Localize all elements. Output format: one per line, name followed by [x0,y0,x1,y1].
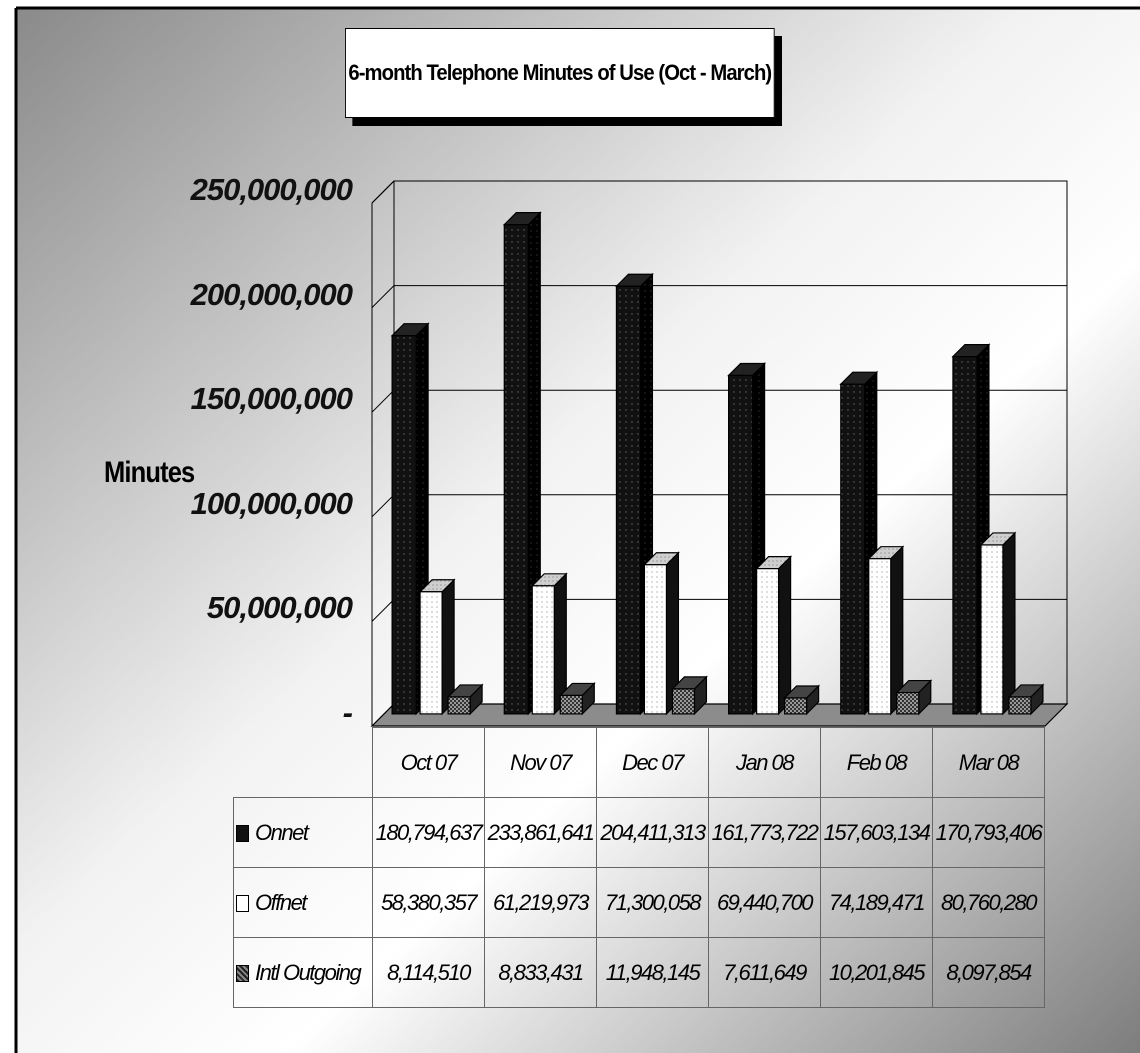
table-row-offnet: Offnet 58,380,357 61,219,973 71,300,058 … [233,867,1045,938]
y-tick-label: 250,000,000 [190,172,353,207]
y-axis-label: Minutes [104,456,195,489]
data-label: 58,380,357 [372,867,485,938]
data-label: 157,603,134 [820,797,933,868]
data-table: Oct 07 Nov 07 Dec 07 Jan 08 Feb 08 Mar 0… [233,727,1045,1008]
bar-onnet [503,224,529,715]
category-label: Nov 07 [484,727,597,798]
bar-onnet [615,285,642,715]
bar-offnet [755,568,780,715]
legend-swatch-onnet [236,824,249,842]
legend-entry-onnet: Onnet [233,797,373,868]
category-label: Jan 08 [708,727,821,798]
data-label: 8,114,510 [372,937,485,1008]
bar-intl-outgoing [447,696,471,715]
y-tick-label: 100,000,000 [190,485,353,521]
bar-offnet [868,558,892,715]
data-label: 8,833,431 [484,937,597,1008]
bar-offnet [419,591,443,715]
data-label: 74,189,471 [820,867,933,938]
legend-label: Onnet [255,819,309,845]
legend-entry-intl-outgoing: Intl Outgoing [233,937,373,1008]
category-label: Mar 08 [932,727,1045,798]
gridline-side [371,389,395,413]
bar-offnet [531,585,555,715]
data-label: 11,948,145 [596,937,709,1008]
data-label: 170,793,406 [932,797,1045,868]
data-label: 80,760,280 [932,867,1045,938]
bar-intl-outgoing [896,691,920,715]
y-tick-label: 200,000,000 [190,276,353,312]
data-label: 161,773,722 [708,797,821,868]
data-label: 8,097,854 [932,937,1045,1008]
chart-title: 6-month Telephone Minutes of Use (Oct - … [345,28,775,118]
data-label: 204,411,313 [596,797,709,868]
table-corner [234,728,373,798]
y-tick-label: 150,000,000 [190,381,353,417]
bar-offnet [980,544,1004,715]
left-wall-top [371,180,395,204]
legend-label: Intl Outgoing [255,959,362,985]
bar-onnet [840,383,866,715]
bar-intl-outgoing [671,688,696,715]
legend-entry-offnet: Offnet [233,867,373,938]
gridline-side [371,494,395,518]
data-label: 7,611,649 [708,937,821,1008]
category-label: Dec 07 [596,727,709,798]
data-label: 69,440,700 [708,867,821,938]
legend-swatch-intl-outgoing [236,964,249,982]
bar-side [777,555,792,716]
bar-intl-outgoing [783,697,808,715]
data-label: 10,201,845 [820,937,933,1008]
y-tick-label: 50,000,000 [206,590,353,626]
plot-layer [370,180,1069,727]
bar-onnet [391,335,417,715]
legend-label: Offnet [255,889,307,915]
data-label: 233,861,641 [484,797,597,868]
bar-onnet [952,356,978,715]
data-label: 61,219,973 [484,867,597,938]
gridline-side [371,599,395,622]
table-header-row: Oct 07 Nov 07 Dec 07 Jan 08 Feb 08 Mar 0… [234,727,1045,798]
bar-offnet [643,564,668,715]
bar-onnet [727,374,754,715]
table-row-onnet: Onnet 180,794,637 233,861,641 204,411,31… [233,797,1045,868]
category-label: Oct 07 [372,727,485,798]
bar-intl-outgoing [1008,696,1032,715]
table-row-intl-outgoing: Intl Outgoing 8,114,510 8,833,431 11,948… [233,937,1045,1008]
bar-side [1002,531,1016,716]
y-tick-label: - [342,695,353,730]
gridline-side [371,285,395,308]
data-label: 180,794,637 [372,797,485,868]
category-label: Feb 08 [820,727,933,798]
legend-swatch-offnet [236,894,249,912]
data-label: 71,300,058 [596,867,709,938]
bar-intl-outgoing [559,694,583,715]
